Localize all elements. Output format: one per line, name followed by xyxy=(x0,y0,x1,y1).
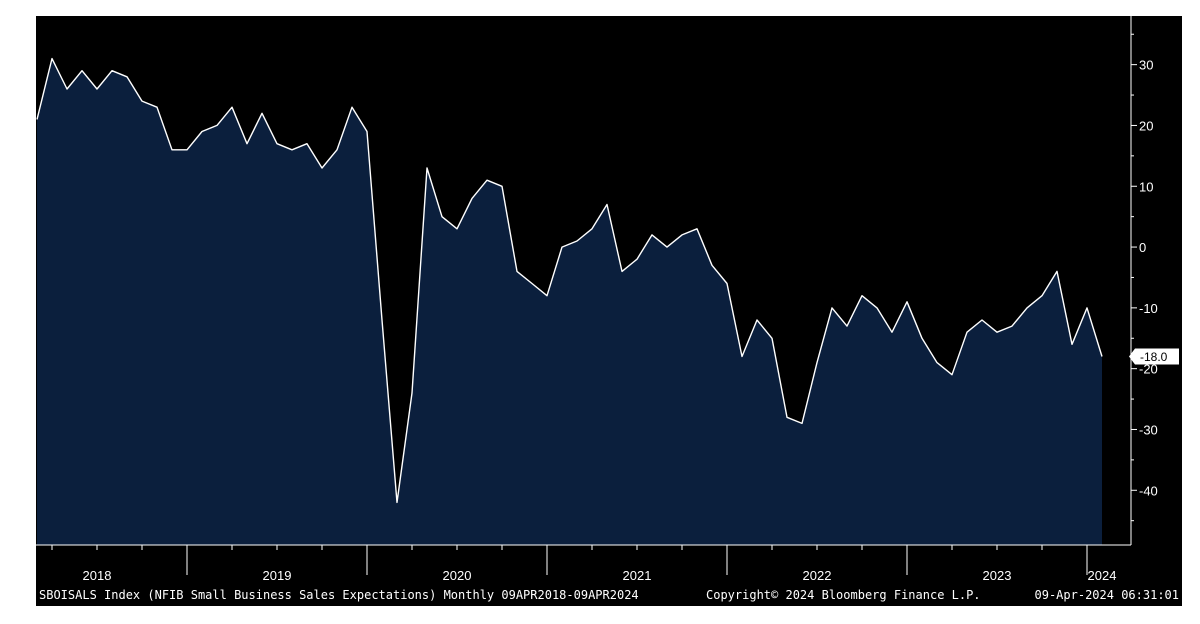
x-year-label: 2023 xyxy=(983,568,1012,583)
x-year-label: 2020 xyxy=(443,568,472,583)
y-tick-label: 0 xyxy=(1139,240,1146,255)
x-year-label: 2019 xyxy=(263,568,292,583)
series-area xyxy=(37,58,1102,545)
last-value-marker: -18.0 xyxy=(1129,348,1179,365)
y-tick-label: 20 xyxy=(1139,118,1153,133)
y-tick-label: -10 xyxy=(1139,301,1158,316)
footer-copyright-text: Copyright© 2024 Bloomberg Finance L.P. xyxy=(706,588,981,602)
chart-container: 30 20 10 0 -10 -20 -30 -40 -18.0 2018 2019 2020 202… xyxy=(36,16,1182,606)
y-tick-label: -30 xyxy=(1139,422,1158,437)
last-value-box xyxy=(1129,348,1179,365)
x-year-label: 2024 xyxy=(1088,568,1117,583)
footer-timestamp-text: 09-Apr-2024 06:31:01 xyxy=(1035,588,1180,602)
x-year-label: 2022 xyxy=(803,568,832,583)
footer-ticker-text: SBOISALS Index (NFIB Small Business Sale… xyxy=(39,588,639,602)
y-tick-label: -20 xyxy=(1139,362,1158,377)
series-line xyxy=(36,57,1103,504)
x-year-label: 2021 xyxy=(623,568,652,583)
y-axis: 30 20 10 0 -10 -20 -30 -40 -18.0 xyxy=(1129,16,1179,545)
y-tick-label: 30 xyxy=(1139,58,1153,73)
y-tick-label: 10 xyxy=(1139,179,1153,194)
plot-area xyxy=(36,57,1103,545)
sales-expectations-chart: 30 20 10 0 -10 -20 -30 -40 -18.0 2018 2019 2020 202… xyxy=(36,16,1179,602)
x-axis: 2018 2019 2020 2021 2022 2023 2024 xyxy=(36,544,1131,583)
x-year-label: 2018 xyxy=(83,568,112,583)
last-value-label: -18.0 xyxy=(1140,350,1168,364)
y-tick-label: -40 xyxy=(1139,483,1158,498)
footer: SBOISALS Index (NFIB Small Business Sale… xyxy=(39,588,1179,602)
